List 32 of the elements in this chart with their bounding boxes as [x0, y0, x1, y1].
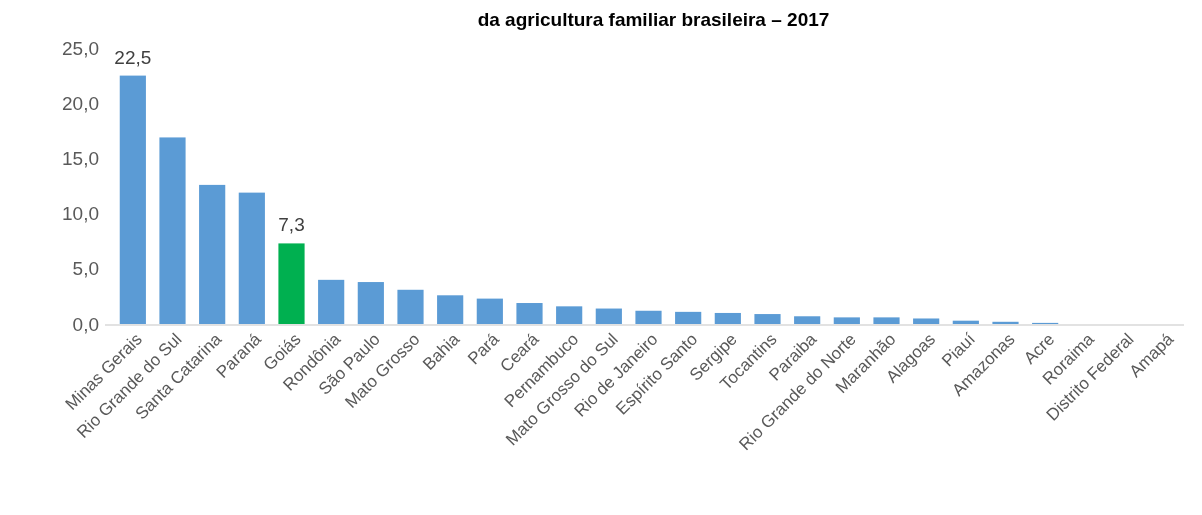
data-label: 7,3 [278, 214, 305, 236]
bar [794, 316, 821, 324]
bar [238, 192, 265, 324]
y-tick-label: 5,0 [72, 258, 99, 280]
y-tick-label: 20,0 [62, 92, 99, 114]
bar [675, 311, 702, 324]
bar [595, 308, 622, 324]
y-tick-label: 10,0 [62, 203, 99, 225]
bar [516, 303, 543, 324]
bar [278, 243, 305, 324]
bar [754, 314, 781, 324]
bar [159, 137, 186, 324]
bar [833, 317, 860, 324]
bar [992, 321, 1019, 324]
bar [476, 298, 503, 324]
bar [318, 279, 345, 324]
bar [952, 320, 979, 324]
y-tick-label: 15,0 [62, 148, 99, 170]
bar [397, 289, 424, 324]
bar [714, 312, 741, 324]
bar [357, 282, 384, 324]
bar [119, 75, 146, 324]
bar [913, 318, 940, 324]
data-label: 22,5 [114, 46, 152, 68]
bar [199, 184, 226, 324]
bar [873, 317, 900, 324]
bar [437, 295, 464, 324]
y-tick-label: 25,0 [62, 37, 99, 59]
chart-title: da agricultura familiar brasileira – 2017 [477, 9, 830, 30]
bar [635, 310, 662, 324]
y-tick-label: 0,0 [72, 313, 99, 335]
bar [556, 306, 583, 324]
